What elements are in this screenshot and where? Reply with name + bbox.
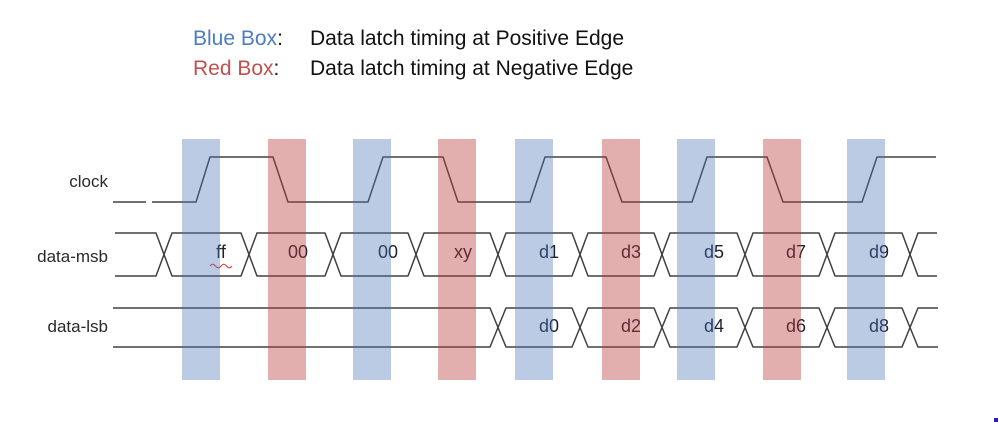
bus-value-msb-d9: d9 bbox=[868, 242, 890, 262]
legend-colon: : bbox=[273, 57, 280, 80]
legend-row-positive: Blue Box: Data latch timing at Positive … bbox=[193, 24, 633, 54]
signal-label-data-msb: data-msb bbox=[37, 247, 108, 266]
bus-value-msb-d7: d7 bbox=[785, 242, 807, 262]
legend-label-blue: Blue Box bbox=[193, 27, 278, 50]
bus-value-msb-ff: ff bbox=[216, 242, 226, 262]
clock-waveform bbox=[152, 156, 936, 203]
artifact-dot bbox=[994, 418, 998, 422]
bus-value-msb-d1: d1 bbox=[538, 242, 560, 262]
bus-value-lsb-d2: d2 bbox=[620, 316, 642, 336]
data-msb-rail-b bbox=[115, 232, 937, 277]
legend: Blue Box: Data latch timing at Positive … bbox=[193, 24, 633, 84]
bus-value-lsb-d4: d4 bbox=[703, 316, 725, 336]
legend-colon: : bbox=[277, 27, 283, 50]
signal-label-clock: clock bbox=[69, 172, 108, 191]
bus-value-lsb-d6: d6 bbox=[785, 316, 807, 336]
bus-value-msb-d3: d3 bbox=[620, 242, 642, 262]
bus-value-lsb-d0: d0 bbox=[538, 316, 560, 336]
bus-value-msb-d5: d5 bbox=[703, 242, 725, 262]
legend-key-red-box: Red Box: bbox=[193, 57, 310, 81]
legend-desc-negative: Data latch timing at Negative Edge bbox=[310, 57, 634, 80]
legend-desc-positive: Data latch timing at Positive Edge bbox=[310, 27, 624, 50]
legend-row-negative: Red Box: Data latch timing at Negative E… bbox=[193, 54, 633, 84]
spellcheck-squiggle bbox=[209, 263, 233, 269]
data-lsb-rail-b bbox=[113, 307, 938, 348]
data-msb-rail-a bbox=[115, 232, 937, 277]
bus-value-msb-00b: 00 bbox=[377, 242, 399, 262]
legend-key-blue-box: Blue Box: bbox=[193, 27, 310, 51]
bus-value-lsb-d8: d8 bbox=[868, 316, 890, 336]
legend-label-red: Red Box bbox=[193, 57, 274, 80]
signal-label-data-lsb: data-lsb bbox=[47, 317, 108, 336]
bus-value-msb-00a: 00 bbox=[287, 242, 309, 262]
data-lsb-rail-a bbox=[113, 307, 938, 348]
bus-value-msb-xy: xy bbox=[454, 242, 472, 262]
